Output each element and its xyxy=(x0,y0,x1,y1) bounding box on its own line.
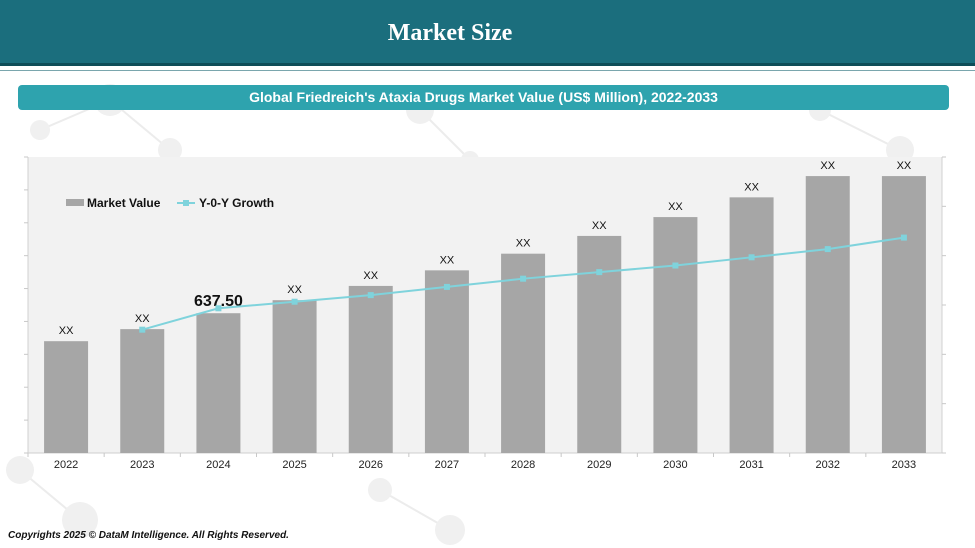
bar-2030 xyxy=(653,217,698,453)
growth-point-2027 xyxy=(443,283,450,290)
x-tick-label-2027: 2027 xyxy=(435,459,459,471)
bar-label-2023: XX xyxy=(135,313,150,325)
bar-2027 xyxy=(424,270,469,453)
legend-marker-yoy-growth xyxy=(183,200,189,206)
x-tick-label-2031: 2031 xyxy=(739,459,763,471)
plot-area xyxy=(28,157,942,453)
bar-label-2027: XX xyxy=(440,254,455,266)
x-tick-label-2033: 2033 xyxy=(892,459,916,471)
molecule-background xyxy=(6,84,914,545)
bar-2024 xyxy=(196,313,241,453)
x-tick-label-2029: 2029 xyxy=(587,459,611,471)
bar-label-2024: 637.50 xyxy=(194,293,243,310)
header-bar: Market Size xyxy=(0,0,975,66)
copyright-notice: Copyrights 2025 © DataM Intelligence. Al… xyxy=(8,530,289,541)
growth-point-2031 xyxy=(748,254,755,261)
legend: Market Value Y-0-Y Growth xyxy=(66,196,274,210)
growth-point-2029 xyxy=(596,269,603,276)
chart-title-bar: Global Friedreich's Ataxia Drugs Market … xyxy=(18,85,949,110)
growth-point-2032 xyxy=(824,246,831,253)
growth-point-2025 xyxy=(291,298,298,305)
x-tick-label-2028: 2028 xyxy=(511,459,535,471)
x-tick-label-2023: 2023 xyxy=(130,459,154,471)
bar-label-2029: XX xyxy=(592,220,607,232)
growth-point-2033 xyxy=(900,234,907,241)
x-tick-label-2022: 2022 xyxy=(54,459,78,471)
bar-2031 xyxy=(729,197,774,453)
x-tick-label-2030: 2030 xyxy=(663,459,687,471)
bar-2033 xyxy=(881,176,926,453)
header-divider xyxy=(0,70,975,71)
bar-label-2026: XX xyxy=(363,270,378,282)
legend-swatch-market-value xyxy=(66,199,84,206)
bar-label-2032: XX xyxy=(820,160,835,172)
bar-2028 xyxy=(501,253,546,453)
bar-2032 xyxy=(805,176,850,453)
growth-point-2026 xyxy=(367,292,374,299)
x-tick-label-2032: 2032 xyxy=(816,459,840,471)
bar-label-2031: XX xyxy=(744,181,759,193)
growth-point-2024 xyxy=(215,305,222,312)
bar-label-2030: XX xyxy=(668,201,683,213)
bar-2029 xyxy=(577,235,622,453)
bar-2022 xyxy=(44,341,89,453)
legend-label-market-value: Market Value xyxy=(87,196,161,210)
bar-2025 xyxy=(272,300,317,453)
bar-label-2033: XX xyxy=(897,160,912,172)
growth-point-2023 xyxy=(139,326,146,333)
bar-2026 xyxy=(348,285,393,453)
x-tick-label-2026: 2026 xyxy=(359,459,383,471)
bar-label-2028: XX xyxy=(516,238,531,250)
growth-point-2030 xyxy=(672,262,679,269)
bar-label-2022: XX xyxy=(59,325,74,337)
bar-label-2025: XX xyxy=(287,284,302,296)
x-tick-label-2025: 2025 xyxy=(282,459,306,471)
page-title: Market Size xyxy=(387,20,513,46)
bar-2023 xyxy=(120,329,165,453)
growth-point-2028 xyxy=(520,275,527,282)
legend-label-yoy-growth: Y-0-Y Growth xyxy=(199,196,274,210)
x-tick-label-2024: 2024 xyxy=(206,459,230,471)
